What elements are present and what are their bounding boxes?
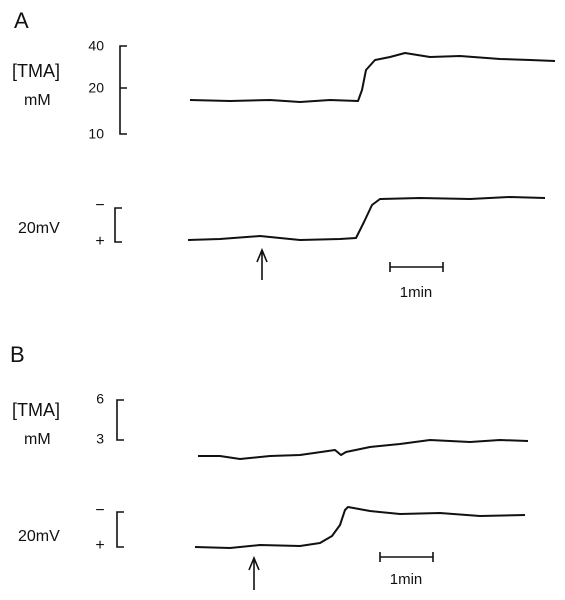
concentration-label: [TMA] [12,61,60,81]
time-scale: 1min [400,284,433,301]
voltage-sign: + [95,537,104,554]
time-bar [379,552,434,562]
panel-label: A [14,8,29,33]
voltage-sign: + [95,233,104,250]
voltage-bar [116,511,124,548]
time-scale: 1min [390,571,423,588]
voltage-sign: − [95,502,104,519]
panel-label: B [10,342,25,367]
tick-label: 40 [88,38,104,54]
voltage-trace [194,506,526,549]
tick-label: 10 [88,126,104,142]
tma-trace [189,52,556,103]
tma-trace [198,439,529,460]
concentration-unit: mM [24,92,51,109]
concentration-axis [119,45,127,135]
voltage-bar [114,207,122,243]
voltage-trace [187,196,546,241]
concentration-axis [116,399,124,441]
tick-label: 20 [88,80,104,96]
tick-label: 3 [96,431,104,447]
voltage-scale: 20mV [18,528,60,545]
concentration-label: [TMA] [12,400,60,420]
arrow [248,555,260,590]
tick-label: 6 [96,391,104,407]
time-bar [389,262,444,272]
voltage-scale: 20mV [18,220,60,237]
concentration-unit: mM [24,431,51,448]
arrow [256,247,268,280]
voltage-sign: − [95,197,104,214]
